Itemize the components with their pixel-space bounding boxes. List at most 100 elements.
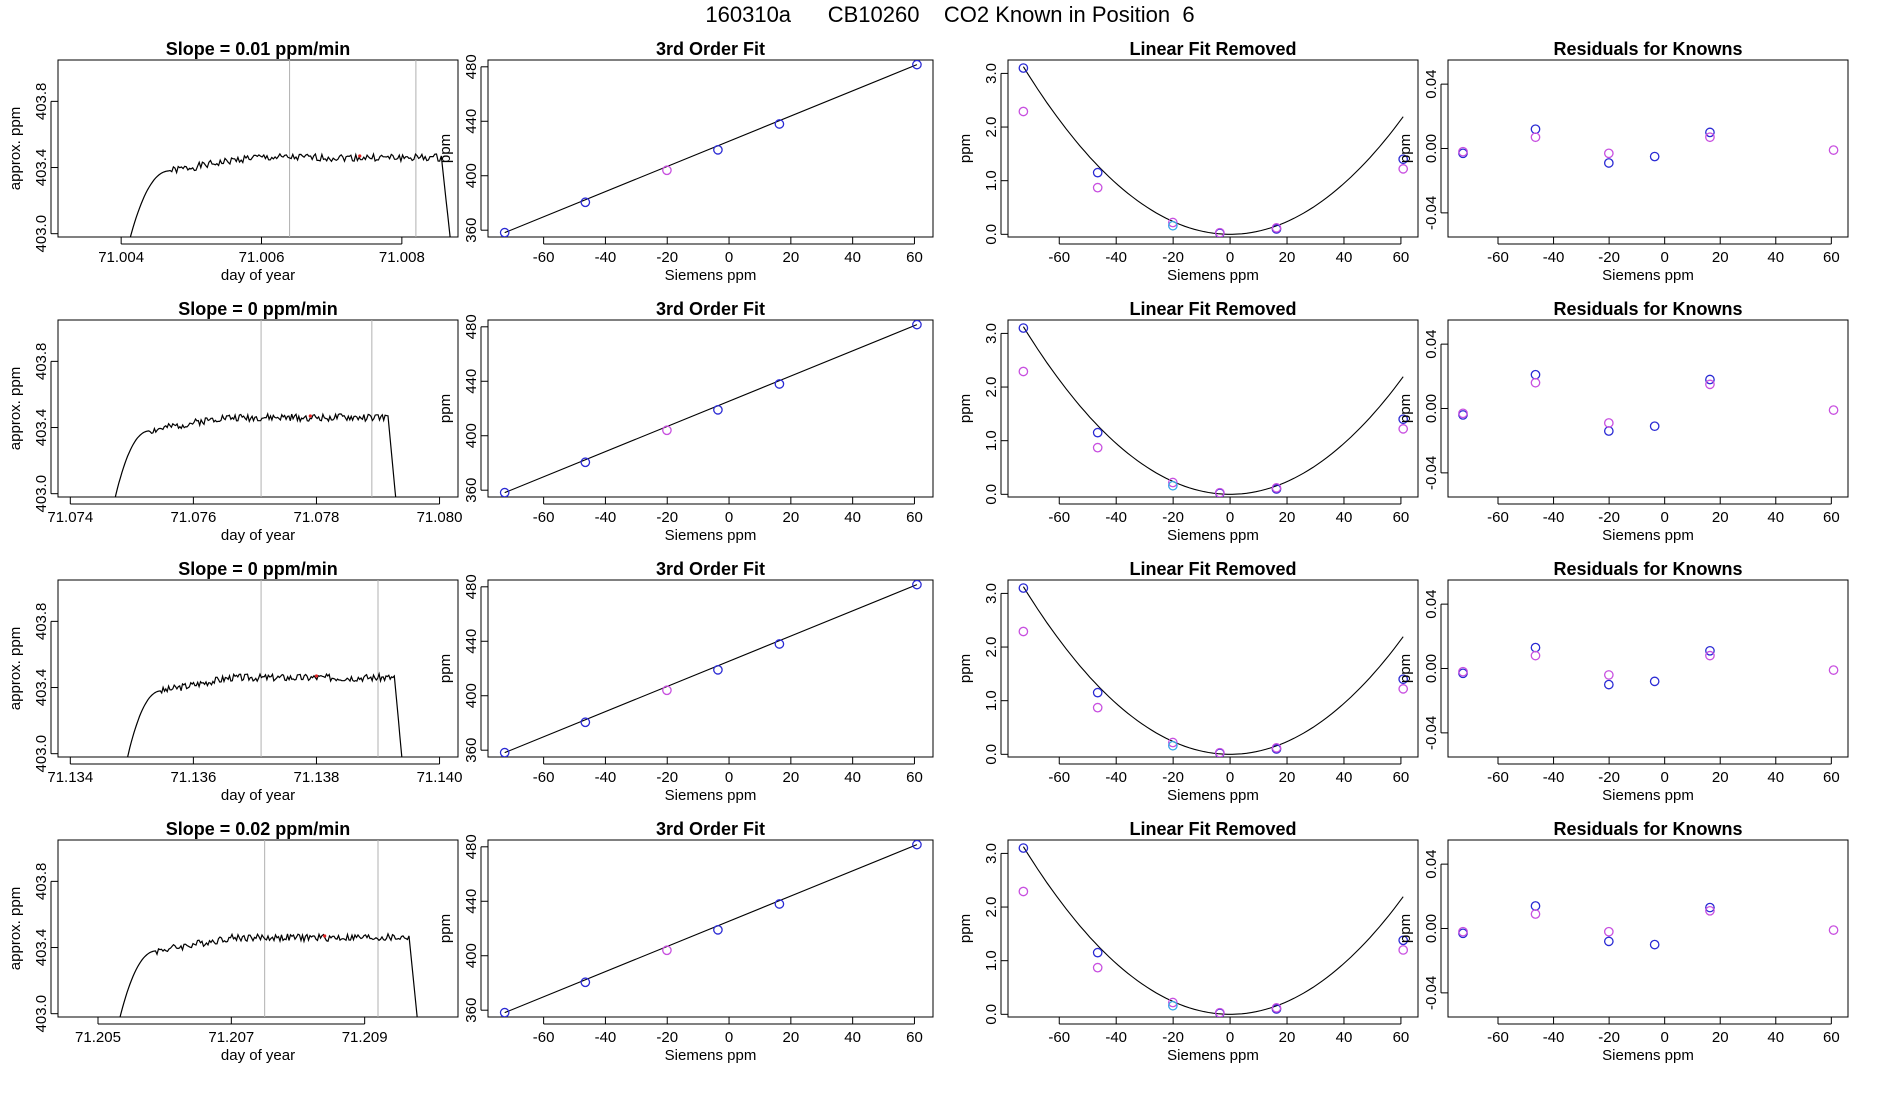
y-tick-label: 1.0	[983, 950, 1000, 971]
chart-panel-11: Linear Fit Removed -60 -40 -20 0 20 40 60 Siemen…	[957, 559, 1419, 804]
y-tick-label: 2.0	[983, 637, 1000, 658]
data-point	[1092, 427, 1103, 438]
data-point	[1398, 414, 1409, 425]
x-axis-label: day of year	[221, 267, 295, 284]
data-point	[1603, 670, 1614, 680]
x-tick-label: -40	[595, 249, 617, 266]
y-tick-label: 3.0	[983, 843, 1000, 864]
data-point	[1214, 487, 1225, 497]
chart-title: Slope = 0 ppm/min	[178, 559, 338, 579]
x-tick-label: 20	[783, 1029, 800, 1046]
data-point	[1649, 421, 1660, 432]
x-tick-label: -60	[1487, 509, 1509, 526]
x-axis-label: Siemens ppm	[665, 267, 757, 284]
x-tick-label: -40	[1543, 1029, 1565, 1046]
red-point	[323, 934, 327, 938]
x-tick-label: -60	[1487, 769, 1509, 786]
x-tick-label: 40	[844, 509, 861, 526]
x-tick-label: 0	[1660, 1029, 1668, 1046]
y-axis-label: ppm	[957, 654, 974, 683]
y-tick-label: 0.0	[983, 1004, 1000, 1025]
data-point	[1705, 374, 1715, 385]
data-point	[1705, 902, 1715, 913]
x-tick-label: -20	[1598, 509, 1620, 526]
data-point	[1603, 158, 1614, 168]
plot-frame	[57, 839, 459, 1018]
data-point	[774, 899, 785, 909]
x-tick-label: -40	[1105, 769, 1127, 786]
data-point	[1271, 483, 1282, 493]
x-tick-label: 60	[906, 509, 923, 526]
data-point	[1018, 366, 1029, 377]
y-axis-label: ppm	[957, 914, 974, 943]
y-tick-label: 480	[463, 574, 480, 599]
x-tick-label: 20	[1279, 769, 1296, 786]
y-axis-label: ppm	[437, 134, 454, 163]
plot-frame	[1007, 579, 1419, 758]
x-tick-label: -40	[1543, 769, 1565, 786]
y-tick-label: -0.04	[1423, 716, 1440, 750]
chart-panel-3: Linear Fit Removed -60 -40 -20 0 20 40 60 Siemen…	[957, 39, 1419, 284]
data-point	[1398, 935, 1409, 946]
x-tick-label: -40	[595, 769, 617, 786]
y-tick-label: 360	[463, 998, 480, 1023]
data-point	[1603, 936, 1614, 947]
y-tick-label: 1.0	[983, 170, 1000, 191]
x-tick-label: 0	[725, 509, 733, 526]
data-point	[662, 165, 672, 176]
x-tick-label: -60	[1048, 769, 1070, 786]
chart-title: 3rd Order Fit	[656, 559, 765, 579]
data-point	[1092, 947, 1103, 958]
data-point	[662, 425, 672, 436]
x-tick-label: 20	[783, 249, 800, 266]
data-point	[1458, 666, 1468, 677]
chart-panel-13: Slope = 0.02 ppm/min 71.205 71.207 71.209 da…	[7, 819, 459, 1064]
x-tick-label: -20	[656, 769, 678, 786]
y-tick-label: -0.04	[1423, 976, 1440, 1010]
y-axis-label: ppm	[1397, 134, 1414, 163]
y-axis-label: approx. ppm	[7, 627, 24, 710]
x-tick-label: -60	[1048, 249, 1070, 266]
red-point	[314, 674, 319, 678]
y-tick-label: 403.4	[33, 149, 50, 187]
y-axis-label: ppm	[437, 654, 454, 683]
fit-curve	[1022, 326, 1404, 495]
y-tick-label: 0.00	[1423, 394, 1440, 423]
x-tick-label: -20	[656, 249, 678, 266]
chart-title: Residuals for Knowns	[1553, 559, 1742, 579]
x-tick-label: -20	[1162, 249, 1184, 266]
x-axis-label: day of year	[221, 787, 295, 804]
y-tick-label: 440	[463, 369, 480, 394]
chart-panel-14: 3rd Order Fit -60 -40 -20 0 20 40 60 Siemens ppm…	[437, 819, 934, 1064]
fit-curve	[1022, 586, 1404, 755]
chart-title: 3rd Order Fit	[656, 39, 765, 59]
fit-curve	[1022, 66, 1404, 235]
chart-panel-16: Residuals for Knowns -60 -40 -20 0 20 40 60 Siem…	[1397, 819, 1849, 1064]
x-tick-label: 60	[1823, 769, 1840, 786]
chart-title: Linear Fit Removed	[1129, 299, 1296, 319]
data-point	[1603, 926, 1614, 937]
data-point	[1530, 901, 1541, 911]
data-point	[774, 379, 785, 389]
data-point	[1649, 676, 1660, 687]
y-tick-label: 0.0	[983, 744, 1000, 765]
y-axis-label: approx. ppm	[7, 367, 24, 450]
data-point	[912, 60, 922, 70]
x-axis-label: Siemens ppm	[665, 787, 757, 804]
chart-title: Residuals for Knowns	[1553, 39, 1742, 59]
x-tick-label: 40	[1767, 1029, 1784, 1046]
plot-frame	[487, 839, 934, 1018]
y-tick-label: 1.0	[983, 430, 1000, 451]
x-tick-label: 60	[1393, 509, 1410, 526]
y-axis-label: ppm	[957, 394, 974, 423]
y-axis-label: approx. ppm	[7, 887, 24, 970]
x-axis-label: Siemens ppm	[1602, 267, 1694, 284]
x-tick-label: 0	[725, 769, 733, 786]
x-tick-label: 0	[1226, 509, 1234, 526]
y-tick-label: 2.0	[983, 117, 1000, 138]
x-tick-label: 71.004	[98, 249, 144, 266]
data-point	[912, 320, 922, 330]
chart-panel-9: Slope = 0 ppm/min 71.134 71.136 71.138 71.14…	[7, 559, 462, 804]
x-tick-label: -20	[656, 509, 678, 526]
y-axis-label: ppm	[957, 134, 974, 163]
